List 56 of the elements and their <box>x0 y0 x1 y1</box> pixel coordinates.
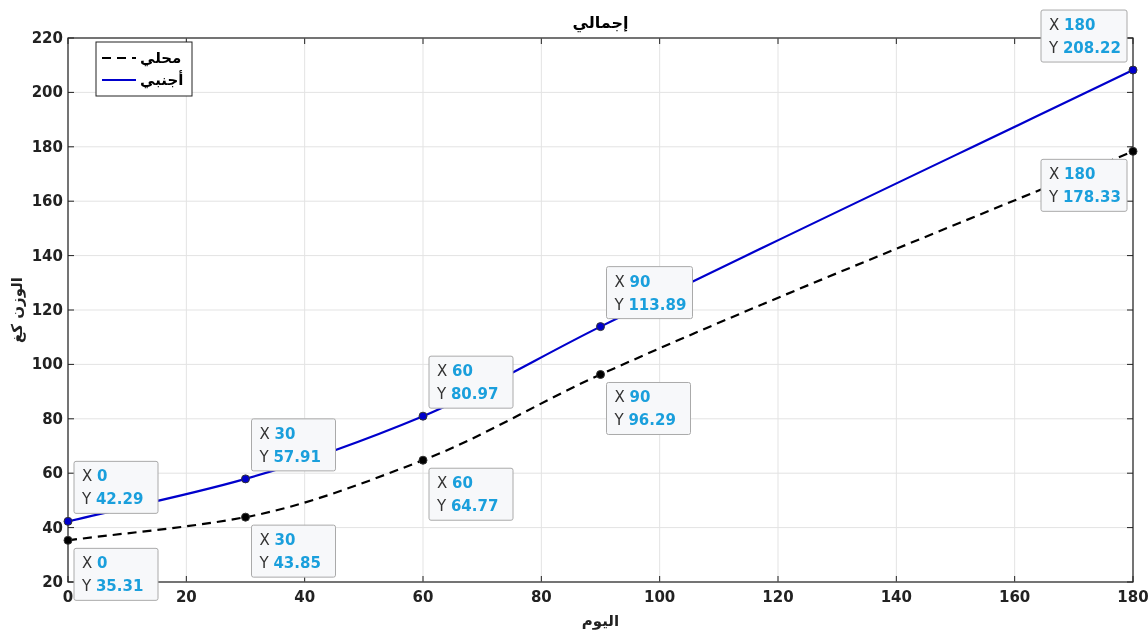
annotation: X 180 Y 208.22 <box>1040 9 1128 63</box>
annotation: X 90 Y 113.89 <box>613 272 687 314</box>
annotation: X 0 Y 42.29 <box>73 460 159 514</box>
point <box>63 535 73 545</box>
annotation: X 0 Y 42.29 <box>81 467 144 509</box>
annotation: X 30 Y 57.91 <box>251 418 336 472</box>
point <box>1128 146 1138 156</box>
annotation: X 90 Y 96.29 <box>613 388 676 430</box>
y-tick-label: 100 <box>31 355 63 374</box>
y-tick-label: 60 <box>42 464 63 483</box>
x-tick-label: 180 <box>1117 588 1148 606</box>
annotation: X 180 Y 208.22 <box>1048 16 1121 58</box>
annotation: X 180 Y 178.33 <box>1040 158 1128 212</box>
annotation: X 60 Y 64.77 <box>428 467 514 521</box>
legend-label: أجنبي <box>140 70 184 89</box>
x-tick-label: 120 <box>762 588 794 606</box>
legend-label: محلي <box>140 49 182 67</box>
annotation: X 90 Y 113.89 <box>606 266 693 320</box>
annotation: X 60 Y 80.97 <box>436 362 499 404</box>
y-tick-label: 120 <box>31 301 63 319</box>
point <box>596 369 605 379</box>
x-tick-label: 160 <box>999 588 1031 606</box>
y-tick-label: 160 <box>31 192 63 211</box>
x-tick-label: 60 <box>412 588 434 606</box>
chart-title: إجمالي <box>572 13 629 33</box>
x-tick-label: 140 <box>880 588 912 606</box>
point <box>1128 65 1138 75</box>
y-tick-label: 80 <box>42 409 63 428</box>
x-tick-label: 20 <box>175 588 197 606</box>
x-axis-title: اليوم <box>581 612 620 630</box>
y-tick-label: 140 <box>31 246 63 265</box>
annotation: X 60 Y 64.77 <box>436 474 499 516</box>
y-tick-label: 20 <box>42 573 63 591</box>
annotation: X 60 Y 80.97 <box>428 355 514 409</box>
x-tick-label: 100 <box>644 588 676 606</box>
annotation: X 90 Y 96.29 <box>606 382 691 435</box>
point <box>596 322 605 332</box>
y-tick-label: 180 <box>31 137 63 156</box>
annotation: X 0 Y 35.31 <box>81 554 144 596</box>
point <box>418 411 428 421</box>
annotation: X 30 Y 43.85 <box>251 524 336 578</box>
y-tick-label: 200 <box>31 83 63 102</box>
annotation: X 30 Y 43.85 <box>258 531 321 573</box>
x-tick-label: 80 <box>530 588 552 606</box>
y-tick-label: 220 <box>31 29 63 47</box>
y-tick-label: 40 <box>42 518 63 537</box>
point <box>418 455 428 465</box>
point <box>241 474 250 484</box>
y-axis-title: الوزن كغ <box>8 277 26 343</box>
annotation: X 0 Y 35.31 <box>73 547 159 601</box>
annotation: X 30 Y 57.91 <box>258 424 321 466</box>
x-tick-label: 40 <box>294 588 316 606</box>
point <box>63 516 73 526</box>
x-tick-label: 0 <box>62 588 74 606</box>
point <box>241 512 250 522</box>
annotation: X 180 Y 178.33 <box>1048 165 1121 207</box>
